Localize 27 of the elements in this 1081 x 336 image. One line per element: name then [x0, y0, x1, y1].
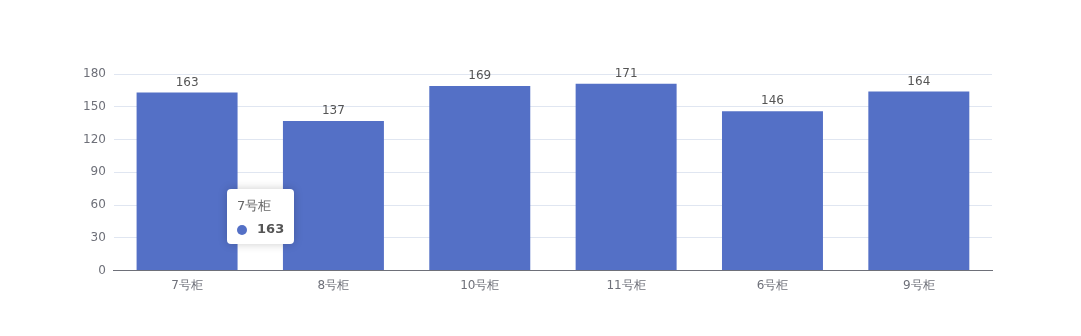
x-tick-label: 7号柜: [171, 277, 203, 292]
annotation: 7号柜: [237, 197, 273, 215]
y-tick-label: 60: [90, 197, 106, 212]
x-tick-label: 8号柜: [317, 277, 350, 292]
bar: [429, 86, 531, 271]
bar: [721, 111, 823, 271]
x-tick-label: 6号柜: [756, 277, 789, 292]
y-tick-label: 120: [83, 131, 106, 146]
y-tick-label: 180: [83, 66, 106, 81]
data-label: 164: [907, 73, 931, 88]
data-label: 137: [321, 103, 345, 118]
data-label: 169: [468, 68, 492, 83]
x-tick-label: 11号柜: [606, 277, 646, 292]
annotation: 163: [257, 221, 285, 236]
bar: [575, 83, 677, 271]
y-tick-label: 150: [83, 98, 106, 113]
data-label: 163: [175, 74, 199, 89]
y-tick-label: 0: [98, 262, 106, 277]
bar: [868, 91, 970, 271]
bar: [136, 92, 238, 271]
y-tick-label: 90: [90, 164, 106, 179]
x-tick-label: 10号柜: [460, 277, 500, 292]
x-tick-label: 9号柜: [903, 277, 935, 292]
data-label: 171: [614, 65, 638, 80]
bar: [282, 120, 384, 271]
y-tick-label: 30: [90, 229, 106, 244]
data-label: 146: [761, 93, 784, 108]
